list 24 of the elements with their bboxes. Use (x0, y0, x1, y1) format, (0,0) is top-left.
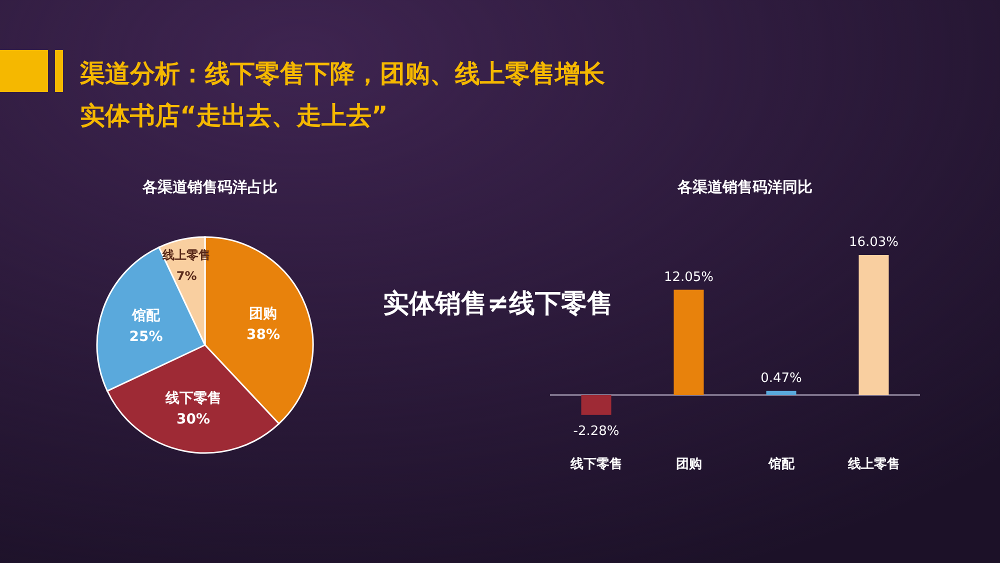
annotation: 实体销售≠线下零售 (383, 289, 613, 319)
x-tick-label: 馆配 (767, 456, 796, 472)
data-label: 25% (129, 328, 163, 345)
data-label: -2.28% (573, 424, 620, 439)
x-tick-label: 线下零售 (569, 457, 622, 472)
bar (581, 395, 612, 415)
data-label: 12.05% (664, 270, 714, 285)
bar (674, 290, 704, 395)
slice-label: 线下零售 (164, 390, 222, 407)
bar (766, 390, 796, 395)
slice-label: 团购 (249, 306, 278, 322)
slice-label: 馆配 (131, 306, 162, 324)
data-label: 38% (246, 326, 280, 343)
chart-title: 各渠道销售码洋同比 (676, 178, 812, 196)
x-tick-label: 线上零售 (846, 457, 900, 472)
data-label: 0.47% (760, 370, 802, 386)
bar (858, 255, 889, 395)
data-label: 30% (176, 412, 210, 428)
text: 渠道分析：线下零售下降，团购、线上零售增长 (79, 59, 605, 88)
x-tick-label: 团购 (676, 457, 702, 472)
data-label: 7% (176, 268, 197, 283)
data-label: 16.03% (848, 235, 899, 250)
text: 实体书店“走出去、走上去” (80, 101, 388, 130)
chart-title: 各渠道销售码洋占比 (142, 178, 278, 196)
